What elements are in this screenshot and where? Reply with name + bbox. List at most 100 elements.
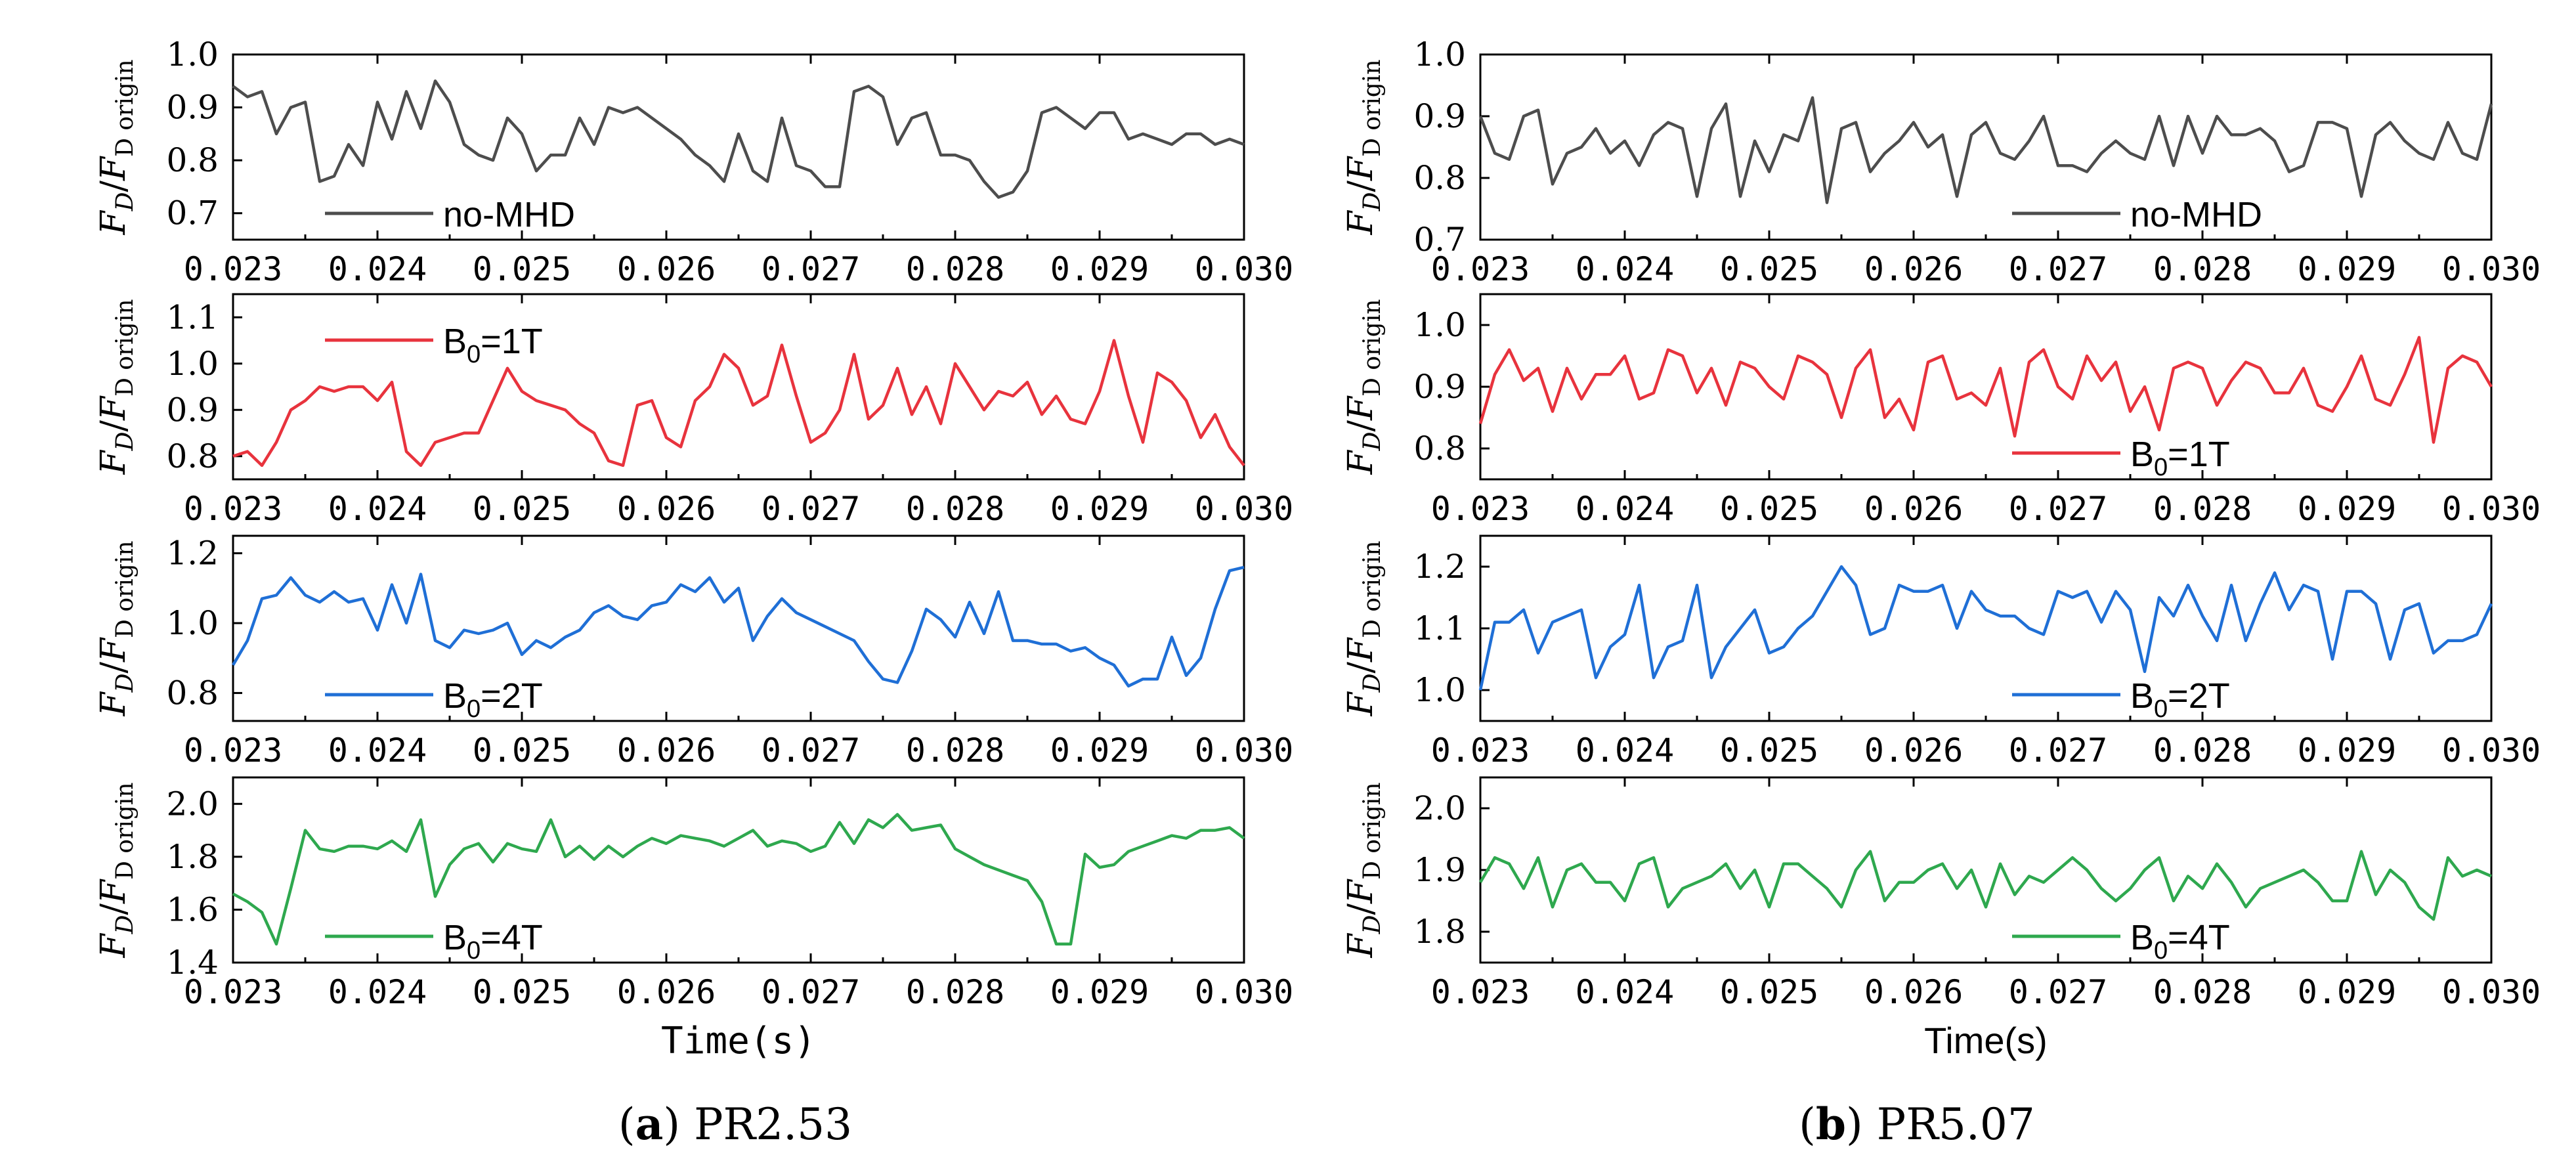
x-tick-label: 0.027	[762, 490, 861, 528]
y-tick-label: 0.9	[1413, 97, 1466, 135]
x-tick-label: 0.030	[1195, 250, 1294, 288]
legend: B0=4T	[2012, 918, 2230, 965]
y-label-sub: D	[1359, 673, 1386, 693]
plot-frame	[1479, 776, 2493, 964]
x-tick-label: 0.026	[1864, 731, 1964, 770]
x-tick-label: 0.024	[1576, 731, 1675, 770]
x-tick-label: 0.028	[2153, 490, 2252, 528]
y-label-f: F	[94, 210, 133, 236]
y-tick-label: 0.8	[166, 674, 219, 712]
y-tick-label: 1.4	[166, 944, 219, 982]
y-label-sub2: D origin	[112, 59, 139, 156]
legend-label-main: B	[2130, 676, 2154, 716]
x-tick-label: 0.023	[184, 731, 283, 770]
panel-b-3: 0.023 0.024 0.025 0.026 0.027 0.028 0.029 0.030…	[1341, 534, 2541, 770]
x-tick-label: 0.026	[1864, 250, 1964, 288]
y-tick-label: 0.9	[166, 391, 219, 429]
x-tick-label: 0.030	[1195, 973, 1294, 1011]
y-label-f2: F	[94, 395, 133, 421]
series-line	[1478, 96, 2493, 204]
x-tick-label: 0.024	[1576, 490, 1675, 528]
x-tick-label: 0.027	[2009, 250, 2108, 288]
legend-label-rest: =1T	[481, 322, 543, 361]
plot-frame	[1479, 293, 2493, 481]
legend-label-rest: =4T	[481, 918, 543, 957]
y-tick-label: 1.0	[166, 345, 219, 383]
y-label-sub2: D origin	[1359, 59, 1386, 156]
y-tick-label: 1.6	[166, 890, 219, 928]
x-tick-label: 0.029	[2298, 250, 2397, 288]
x-tick-label: 0.029	[1050, 490, 1149, 528]
y-label-slash: /	[94, 181, 133, 192]
y-tick-label: 1.8	[166, 838, 219, 876]
legend-label-main: no-MHD	[2130, 195, 2262, 234]
legend: B0=2T	[2012, 676, 2230, 723]
y-tick-label: 1.0	[1413, 306, 1466, 344]
y-axis-label: FD/FD origin	[1341, 59, 1386, 235]
legend-label-main: B	[2130, 918, 2154, 957]
legend-label-sub: 0	[2154, 454, 2168, 481]
x-tick-label: 0.030	[1195, 731, 1294, 770]
series-line	[232, 79, 1245, 199]
caption-a: (a) PR2.53	[618, 1098, 852, 1150]
y-tick-label: 0.8	[1413, 429, 1466, 467]
x-tick-label: 0.028	[2153, 731, 2252, 770]
x-tick-label: 0.026	[617, 490, 716, 528]
series-line	[1478, 565, 2493, 691]
x-tick-label: 0.023	[1431, 731, 1530, 770]
panel-a-1: 0.023 0.024 0.025 0.026 0.027 0.028 0.029 0.030…	[94, 35, 1293, 288]
y-label-f: F	[1341, 691, 1381, 717]
legend-label-sub: 0	[2154, 695, 2168, 723]
y-label-f2: F	[1341, 637, 1381, 663]
x-tick-label: 0.025	[473, 250, 572, 288]
y-tick-label: 1.0	[1413, 35, 1466, 74]
legend-label-main: no-MHD	[443, 195, 575, 234]
legend: B0=4T	[325, 918, 543, 965]
y-axis-label: FD/FD origin	[94, 540, 139, 716]
series-line	[232, 339, 1245, 467]
y-tick-label: 2.0	[1413, 789, 1466, 827]
y-label-slash: /	[1341, 662, 1381, 674]
x-tick-label: 0.026	[617, 731, 716, 770]
caption-b-text: PR5.07	[1877, 1099, 2035, 1150]
y-label-sub2: D origin	[1359, 299, 1386, 396]
y-label-sub: D	[112, 192, 139, 211]
y-label-sub2: D origin	[1359, 540, 1386, 638]
x-tick-label: 0.028	[906, 973, 1005, 1011]
legend-label-sub: 0	[467, 937, 481, 965]
plot-frame	[1479, 53, 2493, 241]
x-tick-label: 0.028	[906, 250, 1005, 288]
y-tick-label: 0.7	[166, 194, 219, 232]
legend-label-rest: =4T	[2168, 918, 2230, 957]
legend-label: B0=4T	[2130, 918, 2230, 965]
series-line	[1478, 336, 2493, 444]
y-axis-label: FD/FD origin	[1341, 782, 1386, 958]
y-label-slash: /	[94, 420, 133, 432]
x-tick-label: 0.024	[328, 250, 427, 288]
y-label-f2: F	[1341, 156, 1381, 181]
caption-a-text: PR2.53	[694, 1099, 852, 1150]
x-tick-label: 0.028	[2153, 250, 2252, 288]
y-tick-label: 0.9	[166, 89, 219, 127]
y-tick-label: 1.8	[1413, 913, 1466, 951]
x-tick-label: 0.028	[906, 731, 1005, 770]
x-tick-label: 0.027	[762, 973, 861, 1011]
y-label-f: F	[94, 450, 133, 475]
y-tick-label: 1.0	[166, 604, 219, 642]
x-tick-label: 0.023	[184, 973, 283, 1011]
y-label-sub: D	[1359, 915, 1386, 934]
y-label-slash: /	[94, 903, 133, 915]
legend-label: no-MHD	[2130, 195, 2262, 234]
legend-label-main: B	[443, 676, 467, 716]
x-tick-label: 0.029	[1050, 731, 1149, 770]
legend-label-sub: 0	[467, 341, 481, 368]
y-tick-label: 1.0	[1413, 671, 1466, 709]
x-tick-label: 0.027	[2009, 973, 2108, 1011]
x-tick-label: 0.024	[328, 490, 427, 528]
legend: B0=1T	[325, 322, 543, 368]
y-label-f2: F	[1341, 879, 1381, 904]
legend-label-main: B	[443, 322, 467, 361]
x-tick-label: 0.024	[1576, 250, 1675, 288]
y-label-slash: /	[1341, 181, 1381, 192]
